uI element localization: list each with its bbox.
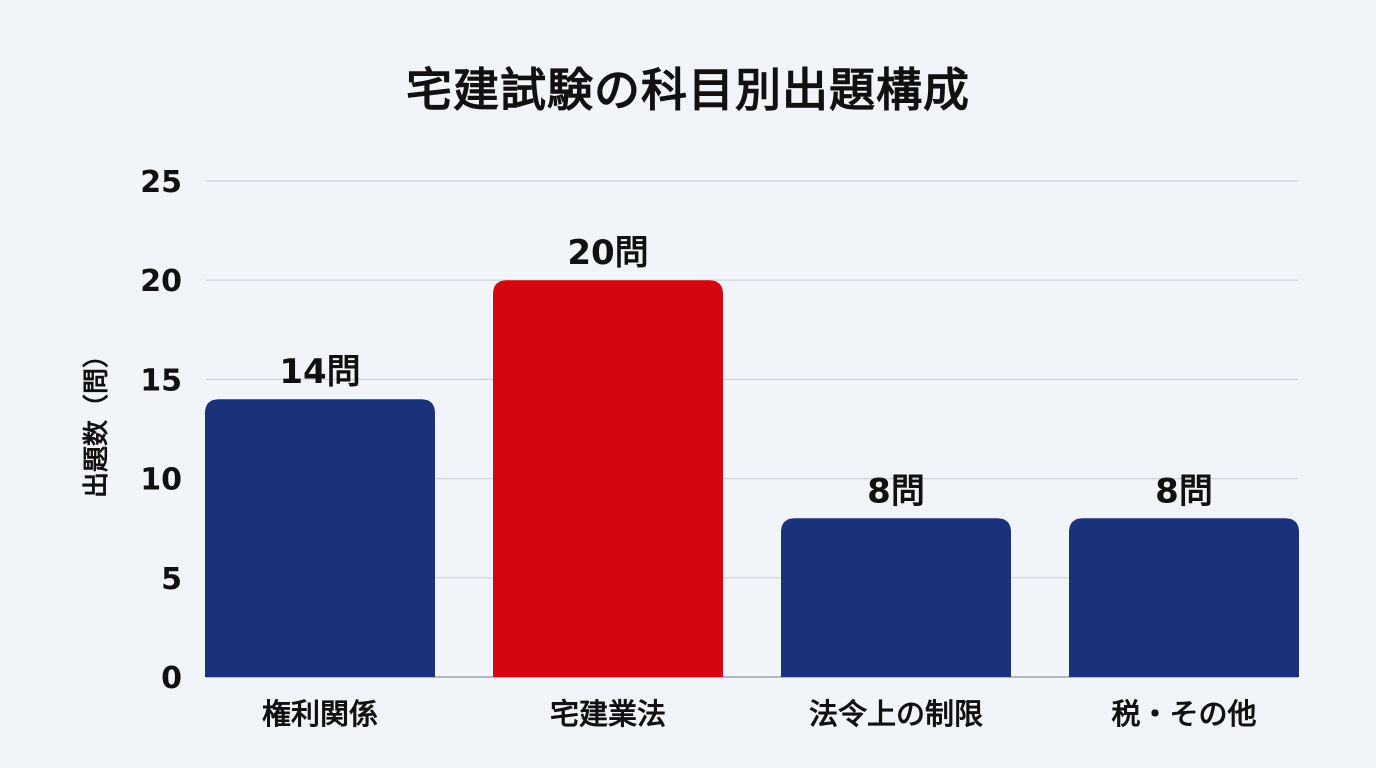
- x-tick-label: 税・その他: [1111, 697, 1256, 731]
- bar-4: [1069, 518, 1299, 677]
- x-tick-label: 法令上の制限: [809, 697, 983, 731]
- data-label: 14問: [279, 352, 360, 392]
- data-label: 20問: [567, 233, 648, 273]
- data-label: 8問: [867, 471, 925, 511]
- y-axis-title: 出題数（問）: [82, 342, 112, 498]
- y-tick-label: 10: [140, 463, 182, 498]
- y-tick-label: 15: [140, 363, 182, 398]
- chart-title: 宅建試験の科目別出題構成: [406, 63, 970, 117]
- bar-1: [205, 399, 435, 677]
- y-tick-label: 20: [140, 264, 182, 299]
- y-tick-label: 25: [140, 165, 182, 200]
- bars: [205, 280, 1299, 677]
- y-tick-label: 5: [161, 562, 182, 597]
- y-tick-label: 0: [161, 661, 182, 696]
- bar-2: [493, 280, 723, 677]
- x-tick-label: 宅建業法: [550, 697, 666, 731]
- data-label: 8問: [1155, 471, 1213, 511]
- x-tick-label: 権利関係: [262, 697, 378, 731]
- bar-3: [781, 518, 1011, 677]
